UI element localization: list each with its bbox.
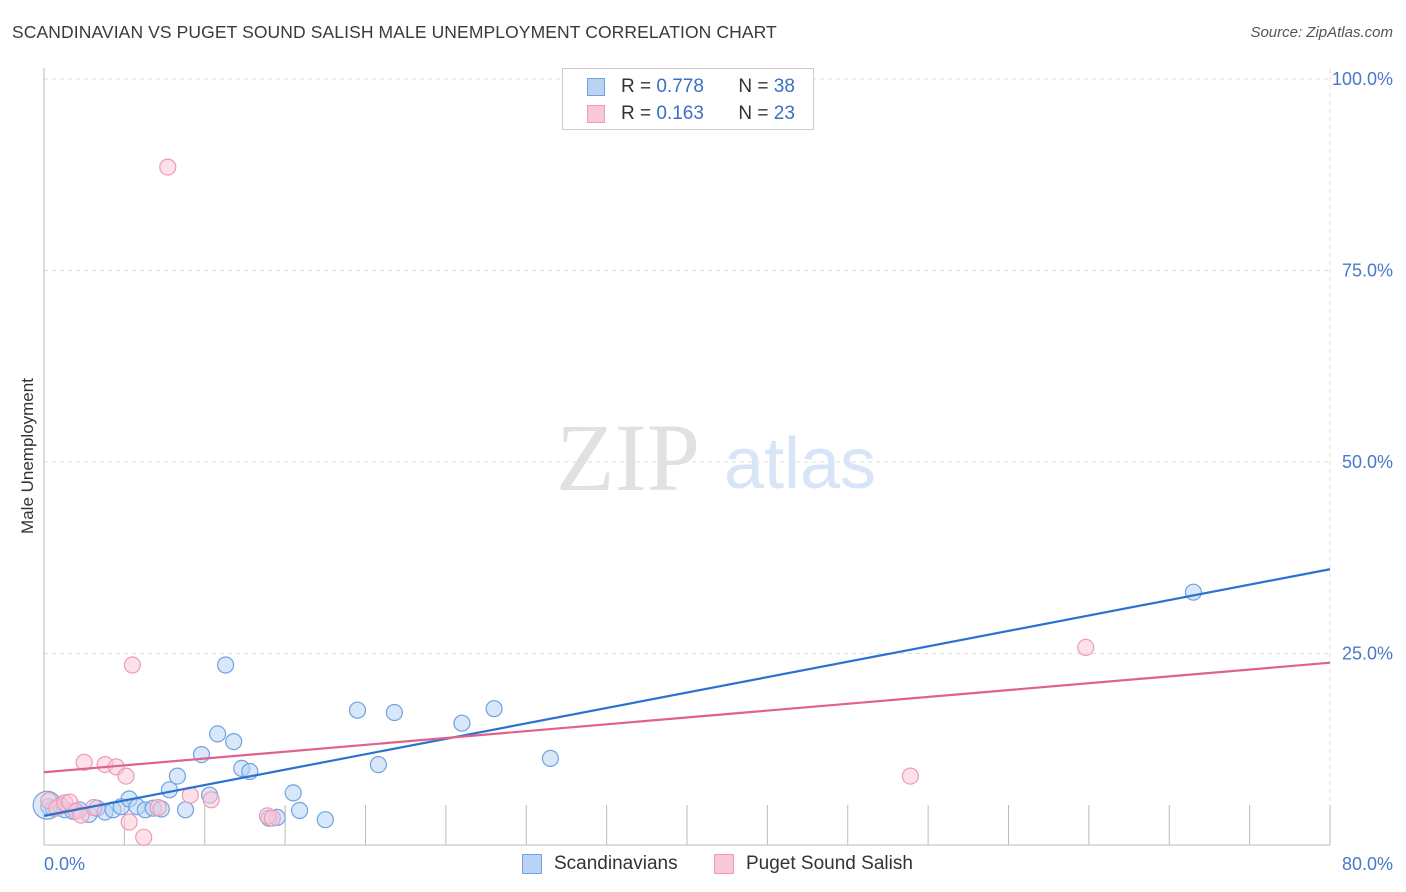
data-point [120,813,138,831]
legend-r-label: R = [621,76,652,97]
data-point [263,809,281,827]
axes [43,68,1331,846]
data-point [159,158,177,176]
data-point [72,806,90,824]
legend-swatch-puget-sound-salish [587,105,605,123]
data-point [75,753,93,771]
chart-title: SCANDINAVIAN VS PUGET SOUND SALISH MALE … [12,22,777,42]
data-point [284,784,302,802]
data-point [168,767,186,785]
data-point [209,725,227,743]
data-point [485,700,503,718]
legend-n-value: 23 [773,103,795,124]
watermark-atlas: atlas [724,424,876,504]
data-point [225,732,243,751]
data-point [316,811,334,829]
series-legend-puget-sound-salish: Puget Sound Salish [714,851,913,877]
data-point [291,801,309,820]
legend-row-scandinavians: R = 0.778 N = 38 [587,74,795,100]
source-credit: Source: ZipAtlas.com [1250,24,1393,41]
tick-labels: 100.0% 75.0% 50.0% 25.0% 0.0% 80.0% [44,69,1393,874]
data-point [123,656,141,674]
legend-swatch-scandinavians [587,78,605,96]
legend-n-label: N = [738,103,769,124]
series-swatch-scandinavians [522,854,542,874]
data-point [901,767,920,785]
watermark-zip: ZIP [556,404,700,511]
series-name-puget-sound-salish: Puget Sound Salish [746,853,913,874]
data-point [149,798,167,817]
series-name-scandinavians: Scandinavians [554,853,678,874]
data-point [202,791,220,809]
data-point [348,701,367,719]
y-tick-label: 75.0% [1342,261,1393,281]
y-tick-label: 100.0% [1332,69,1393,89]
x-tick-label: 80.0% [1342,854,1393,874]
legend-n-label: N = [738,76,769,97]
puget-sound-salish-points [40,158,1095,846]
trend-line [43,568,1331,817]
legend-row-puget-sound-salish: R = 0.163 N = 23 [587,101,795,127]
y-tick-label: 50.0% [1342,452,1393,472]
data-point [217,656,235,674]
correlation-legend: R = 0.778 N = 38 R = 0.163 N = 23 [562,68,814,130]
data-point [1184,583,1203,601]
data-point [453,714,471,732]
x-tick-label: 0.0% [44,854,85,874]
trend-lines [43,568,1331,817]
series-swatch-puget-sound-salish [714,854,734,874]
series-legend-scandinavians: Scandinavians [522,851,678,877]
data-point [117,767,135,785]
data-point [369,755,387,774]
legend-r-label: R = [621,103,652,124]
data-point [385,703,403,722]
trend-line [43,661,1331,774]
legend-r-value: 0.163 [656,103,704,124]
watermark: ZIP atlas [556,404,876,511]
data-point [541,749,560,768]
y-tick-label: 25.0% [1342,644,1393,664]
legend-r-value: 0.778 [656,76,704,97]
data-point [176,801,195,819]
legend-n-value: 38 [773,76,795,97]
data-point [135,828,153,846]
data-point [1077,638,1095,657]
